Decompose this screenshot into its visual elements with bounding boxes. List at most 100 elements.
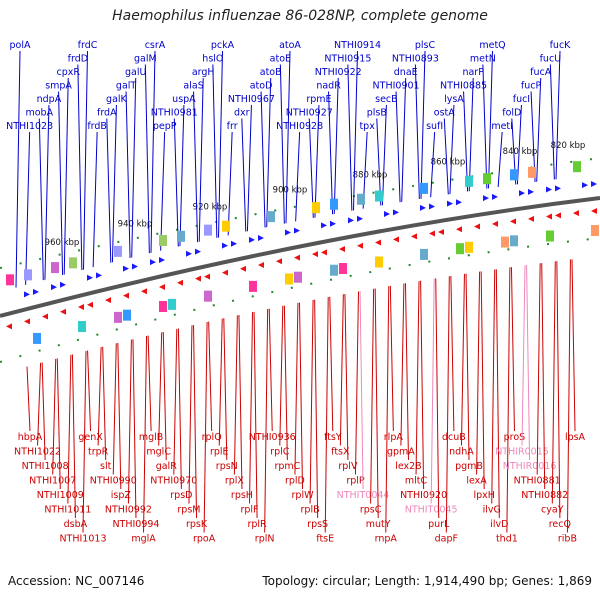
gene-leader-line <box>450 275 455 432</box>
gene-leader-line <box>198 77 204 242</box>
forward-gene-arrow <box>285 229 291 236</box>
gene-leader-line <box>314 104 320 218</box>
reverse-gene-arrow <box>573 210 579 217</box>
gene-leader-line <box>238 315 243 490</box>
gene-leader-line <box>162 331 167 461</box>
reverse-gene-arrow <box>438 229 444 236</box>
forward-feature-block <box>465 175 473 187</box>
forward-gene-arrow <box>123 265 129 272</box>
reverse-gene-arrow <box>78 304 84 311</box>
gene-leader-line <box>328 91 334 215</box>
gene-leader-line <box>208 321 213 432</box>
gene-leader-line <box>395 91 401 203</box>
forward-gene-arrow <box>582 182 588 189</box>
forward-gene-arrow <box>258 235 264 242</box>
gene-label-genX: genX <box>78 432 103 443</box>
gene-leader-line <box>37 362 42 446</box>
reverse-feature-block <box>114 311 122 323</box>
reverse-gene-arrow <box>105 297 111 304</box>
scale-label: 920 kbp <box>193 202 228 212</box>
summary-label: Topology: circular; Length: 1,914,490 bp… <box>262 574 592 588</box>
forward-feature-block <box>159 234 167 246</box>
forward-gene-arrow <box>231 240 237 247</box>
gene-leader-line <box>420 280 425 490</box>
gene-label-NTHI1011: NTHI1011 <box>44 505 91 516</box>
reverse-feature-block <box>204 290 212 302</box>
gene-leader-line <box>430 278 435 504</box>
gene-label-galM: galM <box>134 54 157 65</box>
reverse-gene-arrow <box>123 292 129 299</box>
reverse-gene-arrow <box>42 313 48 320</box>
gene-label-cpxR: cpxR <box>56 67 80 78</box>
gene-label-pckA: pckA <box>211 40 235 51</box>
gene-label-NTHI0914: NTHI0914 <box>334 40 381 51</box>
forward-gene-arrow <box>357 215 363 222</box>
gene-label-NTHI0881: NTHI0881 <box>514 476 561 487</box>
gene-label-mutY: mutY <box>366 519 391 530</box>
gene-label-fucA: fucA <box>530 67 552 78</box>
gene-leader-line <box>381 104 387 206</box>
gene-leader-line <box>333 77 339 214</box>
forward-feature-block <box>375 190 383 202</box>
reverse-gene-arrow <box>60 308 66 315</box>
gene-label-ftsE: ftsE <box>316 534 334 545</box>
gene-leader-line <box>468 77 474 192</box>
gene-leader-line <box>26 366 31 432</box>
reverse-gene-arrow <box>195 275 201 282</box>
gene-leader-line <box>404 283 409 461</box>
forward-gene-arrow <box>483 195 489 202</box>
gene-leader-line <box>82 350 87 533</box>
forward-gene-arrow <box>591 181 597 188</box>
gene-label-cyaY: cyaY <box>541 505 564 516</box>
gene-leader-line <box>193 91 199 243</box>
gene-label-mltC: mltC <box>405 476 428 487</box>
forward-feature-block <box>528 166 536 178</box>
reverse-gene-arrow <box>429 230 435 237</box>
forward-gene-arrow <box>330 220 336 227</box>
gene-label-mglB: mglB <box>139 432 163 443</box>
gene-leader-line <box>414 64 420 200</box>
gene-label-galT: galT <box>116 81 136 92</box>
gene-leader-line <box>111 104 117 263</box>
gene-label-dcuB: dcuB <box>442 432 466 443</box>
gene-label-plsB: plsB <box>367 108 387 119</box>
forward-feature-block <box>483 173 491 185</box>
gene-leader-line <box>536 263 541 475</box>
forward-feature-block <box>357 193 365 205</box>
gene-leader-line <box>506 267 511 533</box>
gene-leader-line <box>314 299 319 519</box>
forward-gene-arrow <box>87 274 93 281</box>
gene-label-narP: narP <box>462 67 484 78</box>
gene-label-NTHI0990: NTHI0990 <box>90 476 137 487</box>
reverse-gene-arrow <box>321 249 327 256</box>
reverse-feature-block <box>168 298 176 310</box>
gene-leader-line <box>106 118 112 263</box>
gene-label-NTHI0901: NTHI0901 <box>373 81 420 92</box>
forward-gene-arrow <box>384 210 390 217</box>
gene-label-atoE: atoE <box>270 54 291 65</box>
gene-leader-line <box>309 299 314 504</box>
forward-gene-arrow <box>294 227 300 234</box>
gene-leader-line <box>193 325 198 519</box>
gene-leader-line <box>58 91 64 276</box>
forward-gene-arrow <box>159 256 165 263</box>
gene-leader-line <box>460 273 465 446</box>
gene-label-rpsM: rpsM <box>177 505 200 516</box>
forward-gene-arrow <box>519 190 525 197</box>
gene-label-atoD: atoD <box>250 81 273 92</box>
forward-gene-arrow <box>348 217 354 224</box>
gene-label-ilvD: ilvD <box>490 519 508 530</box>
reverse-feature-block <box>249 280 257 292</box>
gene-label-rpsK: rpsK <box>186 519 208 530</box>
gene-label-ilvG: ilvG <box>483 505 501 516</box>
gene-leader-line <box>241 118 247 232</box>
reverse-feature-block <box>78 321 86 333</box>
gene-leader-line <box>188 325 193 504</box>
gene-label-rpsN: rpsN <box>216 461 238 472</box>
forward-feature-block <box>330 198 338 210</box>
gene-leader-line <box>308 118 314 218</box>
gene-label-recQ: recQ <box>549 519 571 530</box>
gene-leader-line <box>150 50 156 253</box>
reverse-feature-block <box>456 243 464 255</box>
